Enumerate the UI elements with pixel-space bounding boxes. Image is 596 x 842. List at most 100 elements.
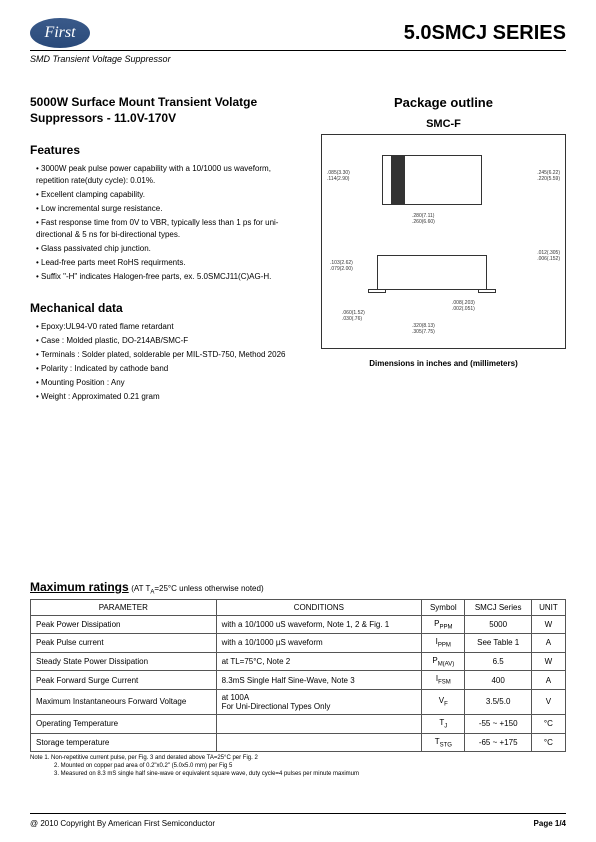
table-cell: °C <box>531 733 565 752</box>
table-cell: 6.5 <box>465 652 531 671</box>
table-cell: °C <box>531 714 565 733</box>
table-cell: with a 10/1000 µS waveform <box>216 634 422 653</box>
table-cell: Steady State Power Dissipation <box>31 652 217 671</box>
dim-label: .320(8.13) .305(7.75) <box>412 323 435 335</box>
table-cell: Peak Power Dissipation <box>31 615 217 634</box>
ratings-section: Maximum ratings (AT TA=25°C unless other… <box>30 580 566 779</box>
company-logo: First <box>30 18 90 48</box>
table-cell: 400 <box>465 671 531 690</box>
mech-item: Mounting Position : Any <box>36 377 300 389</box>
product-subtitle: SMD Transient Voltage Suppressor <box>30 54 171 64</box>
table-cell: with a 10/1000 uS waveform, Note 1, 2 & … <box>216 615 422 634</box>
table-cell: -55 ~ +150 <box>465 714 531 733</box>
table-row: Steady State Power Dissipationat TL=75°C… <box>31 652 566 671</box>
dim-label: .103(2.62) .079(2.00) <box>330 260 353 272</box>
table-cell: TJ <box>422 714 465 733</box>
col-series: SMCJ Series <box>465 599 531 615</box>
feature-item: 3000W peak pulse power capability with a… <box>36 163 300 187</box>
feature-item: Lead-free parts meet RoHS requirments. <box>36 257 300 269</box>
table-cell: A <box>531 634 565 653</box>
copyright-text: @ 2010 Copyright By American First Semic… <box>30 819 215 828</box>
dim-label: .012(.305) .006(.152) <box>537 250 560 262</box>
table-cell: TSTG <box>422 733 465 752</box>
package-side-view <box>377 255 487 290</box>
table-cell <box>216 714 422 733</box>
table-row: Storage temperature TSTG-65 ~ +175°C <box>31 733 566 752</box>
table-cell: Maximum Instantaneours Forward Voltage <box>31 689 217 714</box>
lead-right <box>478 289 496 293</box>
table-cell: See Table 1 <box>465 634 531 653</box>
table-row: Operating Temperature TJ-55 ~ +150°C <box>31 714 566 733</box>
table-row: Peak Power Dissipationwith a 10/1000 uS … <box>31 615 566 634</box>
table-cell: Peak Pulse current <box>31 634 217 653</box>
dim-label: .245(6.22) .220(5.59) <box>537 170 560 182</box>
feature-item: Glass passivated chip junction. <box>36 243 300 255</box>
feature-item: Low incremental surge resistance. <box>36 203 300 215</box>
package-diagram: .085(3.30) .114(2.90) .245(6.22) .220(5.… <box>321 134 566 349</box>
cathode-band <box>391 156 405 204</box>
features-title: Features <box>30 143 300 157</box>
table-cell: W <box>531 615 565 634</box>
main-heading-line1: 5000W Surface Mount Transient Volatge <box>30 95 300 109</box>
ratings-table: PARAMETER CONDITIONS Symbol SMCJ Series … <box>30 599 566 753</box>
table-cell: at 100A For Uni-Directional Types Only <box>216 689 422 714</box>
series-title: 5.0SMCJ SERIES <box>404 22 566 45</box>
feature-item: Suffix "-H" indicates Halogen-free parts… <box>36 271 300 283</box>
table-cell: Peak Forward Surge Current <box>31 671 217 690</box>
table-header-row: PARAMETER CONDITIONS Symbol SMCJ Series … <box>31 599 566 615</box>
mech-item: Polarity : Indicated by cathode band <box>36 363 300 375</box>
table-cell: 8.3mS Single Half Sine-Wave, Note 3 <box>216 671 422 690</box>
table-cell: IPPM <box>422 634 465 653</box>
table-cell: 3.5/5.0 <box>465 689 531 714</box>
col-unit: UNIT <box>531 599 565 615</box>
main-heading-line2: Suppressors - 11.0V-170V <box>30 111 300 125</box>
table-cell: Operating Temperature <box>31 714 217 733</box>
page-number: Page 1/4 <box>534 819 566 828</box>
package-title: Package outline <box>321 95 566 110</box>
note-line: Note 1. Non-repetitive current pulse, pe… <box>30 755 566 763</box>
features-list: 3000W peak pulse power capability with a… <box>30 163 300 283</box>
table-cell: W <box>531 652 565 671</box>
page-footer: @ 2010 Copyright By American First Semic… <box>30 819 566 828</box>
feature-item: Fast response time from 0V to VBR, typic… <box>36 217 300 241</box>
lead-left <box>368 289 386 293</box>
dim-label: .085(3.30) .114(2.90) <box>327 170 350 182</box>
table-cell: VF <box>422 689 465 714</box>
mech-item: Case : Molded plastic, DO-214AB/SMC-F <box>36 335 300 347</box>
package-subtitle: SMC-F <box>321 118 566 130</box>
mech-item: Terminals : Solder plated, solderable pe… <box>36 349 300 361</box>
footer-divider <box>30 813 566 814</box>
col-parameter: PARAMETER <box>31 599 217 615</box>
feature-item: Excellent clamping capability. <box>36 189 300 201</box>
table-cell <box>216 733 422 752</box>
table-cell: V <box>531 689 565 714</box>
table-row: Peak Pulse currentwith a 10/1000 µS wave… <box>31 634 566 653</box>
mech-item: Weight : Approximated 0.21 gram <box>36 391 300 403</box>
dim-label: .008(.203) .002(.051) <box>452 300 475 312</box>
table-cell: IFSM <box>422 671 465 690</box>
mechanical-title: Mechanical data <box>30 301 300 315</box>
note-text: =25°C unless otherwise noted) <box>154 584 263 593</box>
dim-label: .280(7.11) .260(6.60) <box>412 213 435 225</box>
ratings-title: Maximum ratings <box>30 580 129 594</box>
table-row: Maximum Instantaneours Forward Voltageat… <box>31 689 566 714</box>
table-cell: A <box>531 671 565 690</box>
table-notes: Note 1. Non-repetitive current pulse, pe… <box>30 755 566 778</box>
mechanical-list: Epoxy:UL94-V0 rated flame retardant Case… <box>30 321 300 403</box>
col-conditions: CONDITIONS <box>216 599 422 615</box>
mech-item: Epoxy:UL94-V0 rated flame retardant <box>36 321 300 333</box>
package-top-view <box>382 155 482 205</box>
ratings-note: (AT TA=25°C unless otherwise noted) <box>131 584 263 593</box>
table-cell: -65 ~ +175 <box>465 733 531 752</box>
col-symbol: Symbol <box>422 599 465 615</box>
table-cell: PPPM <box>422 615 465 634</box>
note-line: 3. Measured on 8.3 mS single half sine-w… <box>30 771 566 779</box>
table-cell: 5000 <box>465 615 531 634</box>
table-cell: Storage temperature <box>31 733 217 752</box>
right-column: Package outline SMC-F .085(3.30) .114(2.… <box>321 95 566 368</box>
note-text: (AT T <box>131 584 150 593</box>
divider <box>30 50 566 51</box>
table-cell: PM(AV) <box>422 652 465 671</box>
left-column: 5000W Surface Mount Transient Volatge Su… <box>30 95 300 405</box>
dim-label: .060(1.52) .030(.76) <box>342 310 365 322</box>
